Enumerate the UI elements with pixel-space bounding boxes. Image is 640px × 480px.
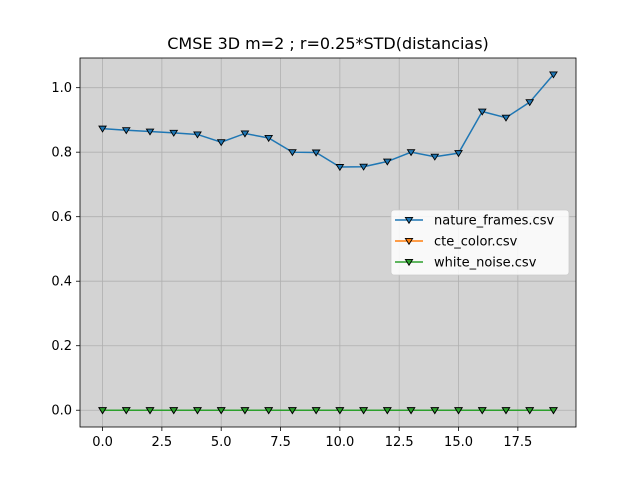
chart-title: CMSE 3D m=2 ; r=0.25*STD(distancias)	[167, 34, 489, 53]
x-tick-label: 10.0	[325, 435, 354, 450]
y-axis: 0.0 0.2 0.4 0.6 0.8 1.0	[51, 81, 80, 419]
data-point	[382, 158, 392, 166]
data-point	[240, 407, 250, 415]
data-point	[406, 407, 416, 415]
data-point	[145, 407, 155, 415]
data-point	[287, 149, 297, 157]
legend-marker	[404, 238, 414, 246]
data-point	[264, 407, 274, 415]
data-point	[121, 127, 131, 135]
data-point	[525, 99, 535, 107]
legend-label: white_noise.csv	[434, 256, 537, 271]
data-point	[454, 407, 463, 415]
data-point	[169, 129, 179, 137]
series-3	[98, 407, 558, 415]
data-point	[406, 149, 416, 157]
legend-item: cte_color.csv	[395, 235, 518, 250]
series-layer	[98, 71, 558, 415]
x-tick-label: 7.5	[270, 435, 291, 450]
plot-frame	[79, 57, 577, 428]
y-tick-label: 1.0	[51, 81, 72, 96]
legend-item: nature_frames.csv	[395, 214, 554, 229]
legend-item: white_noise.csv	[395, 256, 537, 271]
data-point	[169, 407, 179, 415]
data-point	[98, 407, 107, 415]
data-point	[311, 149, 321, 157]
legend-box	[390, 209, 570, 276]
data-point	[430, 407, 440, 415]
legend-label: nature_frames.csv	[434, 214, 554, 229]
data-point	[549, 71, 558, 79]
data-point	[193, 407, 202, 415]
data-point	[193, 131, 202, 139]
x-axis: 0.0 2.5 5.0 7.5 10.0 12.5 15.0 17.5	[92, 427, 532, 450]
legend-marker	[404, 217, 414, 225]
data-point	[240, 130, 250, 138]
data-point	[549, 407, 558, 415]
data-point	[287, 407, 297, 415]
y-tick-label: 0.0	[51, 404, 72, 419]
legend: nature_frames.csv cte_color.csv white_nois…	[390, 209, 570, 276]
x-tick-label: 12.5	[385, 435, 414, 450]
x-tick-label: 17.5	[503, 435, 532, 450]
x-tick-label: 15.0	[444, 435, 473, 450]
x-tick-label: 0.0	[92, 435, 113, 450]
legend-label: cte_color.csv	[434, 235, 518, 250]
data-point	[216, 139, 226, 147]
data-point	[359, 163, 369, 171]
data-point	[382, 407, 392, 415]
data-point	[501, 407, 511, 415]
data-point	[335, 164, 345, 172]
series-line	[102, 73, 555, 168]
data-point	[359, 407, 369, 415]
data-point	[145, 128, 155, 136]
y-tick-label: 0.8	[51, 146, 72, 161]
y-tick-label: 0.6	[51, 210, 72, 225]
x-tick-label: 5.0	[211, 435, 232, 450]
data-point	[477, 108, 487, 116]
data-point	[335, 407, 345, 415]
y-tick-label: 0.2	[51, 339, 72, 354]
y-tick-label: 0.4	[51, 275, 72, 290]
series-1	[98, 71, 558, 172]
legend-marker	[404, 259, 414, 267]
data-point	[477, 407, 487, 415]
data-point	[311, 407, 321, 415]
data-point	[454, 150, 463, 158]
data-point	[98, 125, 107, 133]
data-point	[216, 407, 226, 415]
data-point	[121, 407, 131, 415]
data-point	[501, 114, 511, 122]
x-tick-label: 2.5	[152, 435, 173, 450]
data-point	[430, 153, 440, 161]
data-point	[525, 407, 535, 415]
data-point	[264, 135, 274, 143]
